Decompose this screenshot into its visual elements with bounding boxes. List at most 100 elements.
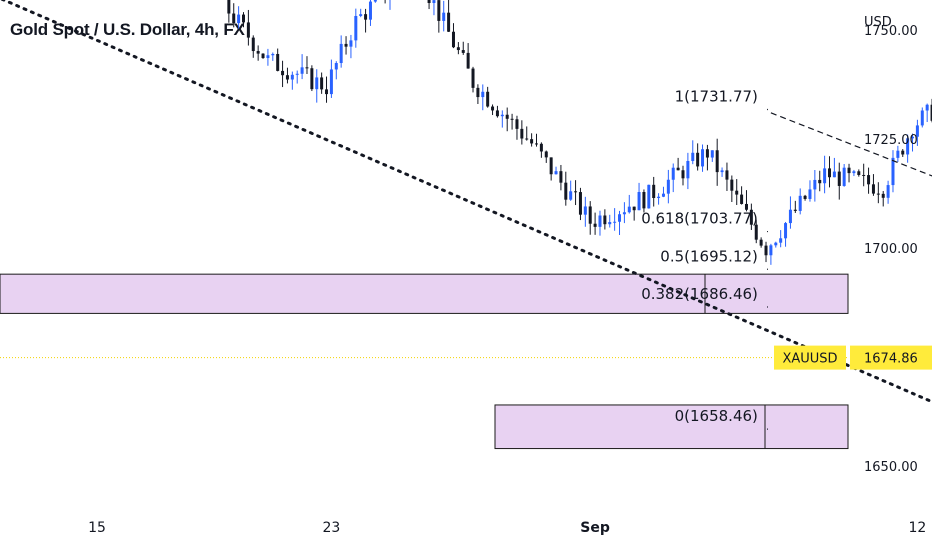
fib-extension[interactable]: 1.618(1777.07)1(1731.77)0.618(1703.77)0.… [641,0,768,430]
candle-body [837,171,841,186]
candle-body [710,150,714,158]
candle-body [920,110,924,126]
candle-body [744,203,748,210]
candle-body [261,53,265,59]
x-tick-label: 15 [88,520,106,536]
candle-body [818,179,822,184]
chart-title: Gold Spot / U.S. Dollar, 4h, FX [10,20,245,39]
candle-body [915,125,919,137]
time-axis[interactable]: 1523Sep1220Oct11 [88,520,932,536]
candle-body [368,1,372,20]
candle-body [481,91,485,98]
candle-body [603,215,607,225]
last-price-tag-bg [850,345,932,370]
candle-body [930,104,932,121]
descending-trendline-dotted[interactable] [0,0,932,510]
candle-body [686,160,690,179]
candle-body [720,170,724,173]
candle-body [256,51,260,54]
candle-body [891,157,895,186]
candle-body [300,67,304,74]
candle-body [456,47,460,51]
candle-body [520,128,524,139]
candle-body [764,245,768,256]
candle-body [290,74,294,80]
x-tick-label: 23 [322,520,340,536]
candle-body [564,182,568,200]
candle-body [886,185,890,198]
candle-body [310,68,314,90]
candle-body [730,179,734,191]
candle-body [666,179,670,194]
y-tick-label: 1750.00 [864,24,918,39]
candle-body [549,157,553,175]
candle-body [779,238,783,243]
candle-body [451,31,455,48]
candle-body [364,14,368,20]
candle-body [725,170,729,180]
candle-body [901,150,905,155]
candle-body [476,87,480,98]
candle-body [271,53,275,56]
zone-resistance[interactable] [0,273,849,314]
candle-body [535,143,538,145]
candle-body [251,37,255,52]
symbol-tag-bg [774,345,846,370]
candle-body [281,70,285,76]
trendlines-layer[interactable] [0,0,932,510]
candle-body [447,12,451,32]
candle-body [647,184,651,209]
fib-level-label: 1(1731.77) [675,87,758,105]
candle-body [618,214,622,222]
zones-layer [0,273,849,450]
y-tick-label: 1700.00 [864,242,918,257]
candle-body [461,50,465,53]
candle-body [852,171,856,174]
candle-body [691,152,695,161]
candle-body [622,212,626,215]
candle-body [871,184,875,194]
candle-body [339,43,343,64]
candle-body [500,114,504,117]
fib-level-label: 0.5(1695.12) [660,247,758,265]
candle-body [735,190,739,195]
candle-body [696,152,700,167]
candle-body [925,104,929,111]
candle-body [881,193,885,198]
candle-body [578,192,582,215]
candle-body [334,63,338,70]
candle-body [632,206,636,211]
candle-body [793,209,797,211]
candle-body [832,171,836,178]
symbol-tag-label: XAUUSD [782,352,837,367]
candle-body [862,174,866,176]
candle-body [544,151,548,158]
candle-body [754,224,758,240]
candle-body [774,242,778,246]
candle-body [588,206,592,224]
candle-body [906,138,910,155]
candle-body [515,119,519,129]
candle-body [627,206,631,213]
candle-body [554,171,558,175]
x-tick-label: Sep [580,520,610,536]
zone-support[interactable] [494,404,849,450]
candle-body [642,192,646,209]
candle-body [530,139,534,144]
candle-body [266,55,270,59]
price-axis[interactable]: 1650.001675.001700.001725.001750.001775.… [864,0,918,475]
candle-body [349,40,353,47]
candle-body [583,206,587,215]
candle-body [598,215,602,227]
candle-body [320,77,324,90]
candle-body [803,195,807,199]
descending-trendline-dashed[interactable] [770,112,932,423]
candle-body [701,149,705,167]
candle-body [491,106,495,111]
candle-body [608,222,612,225]
candle-body [237,14,241,24]
candle-body [613,221,617,223]
candle-body [676,167,680,171]
candle-body [896,150,900,158]
